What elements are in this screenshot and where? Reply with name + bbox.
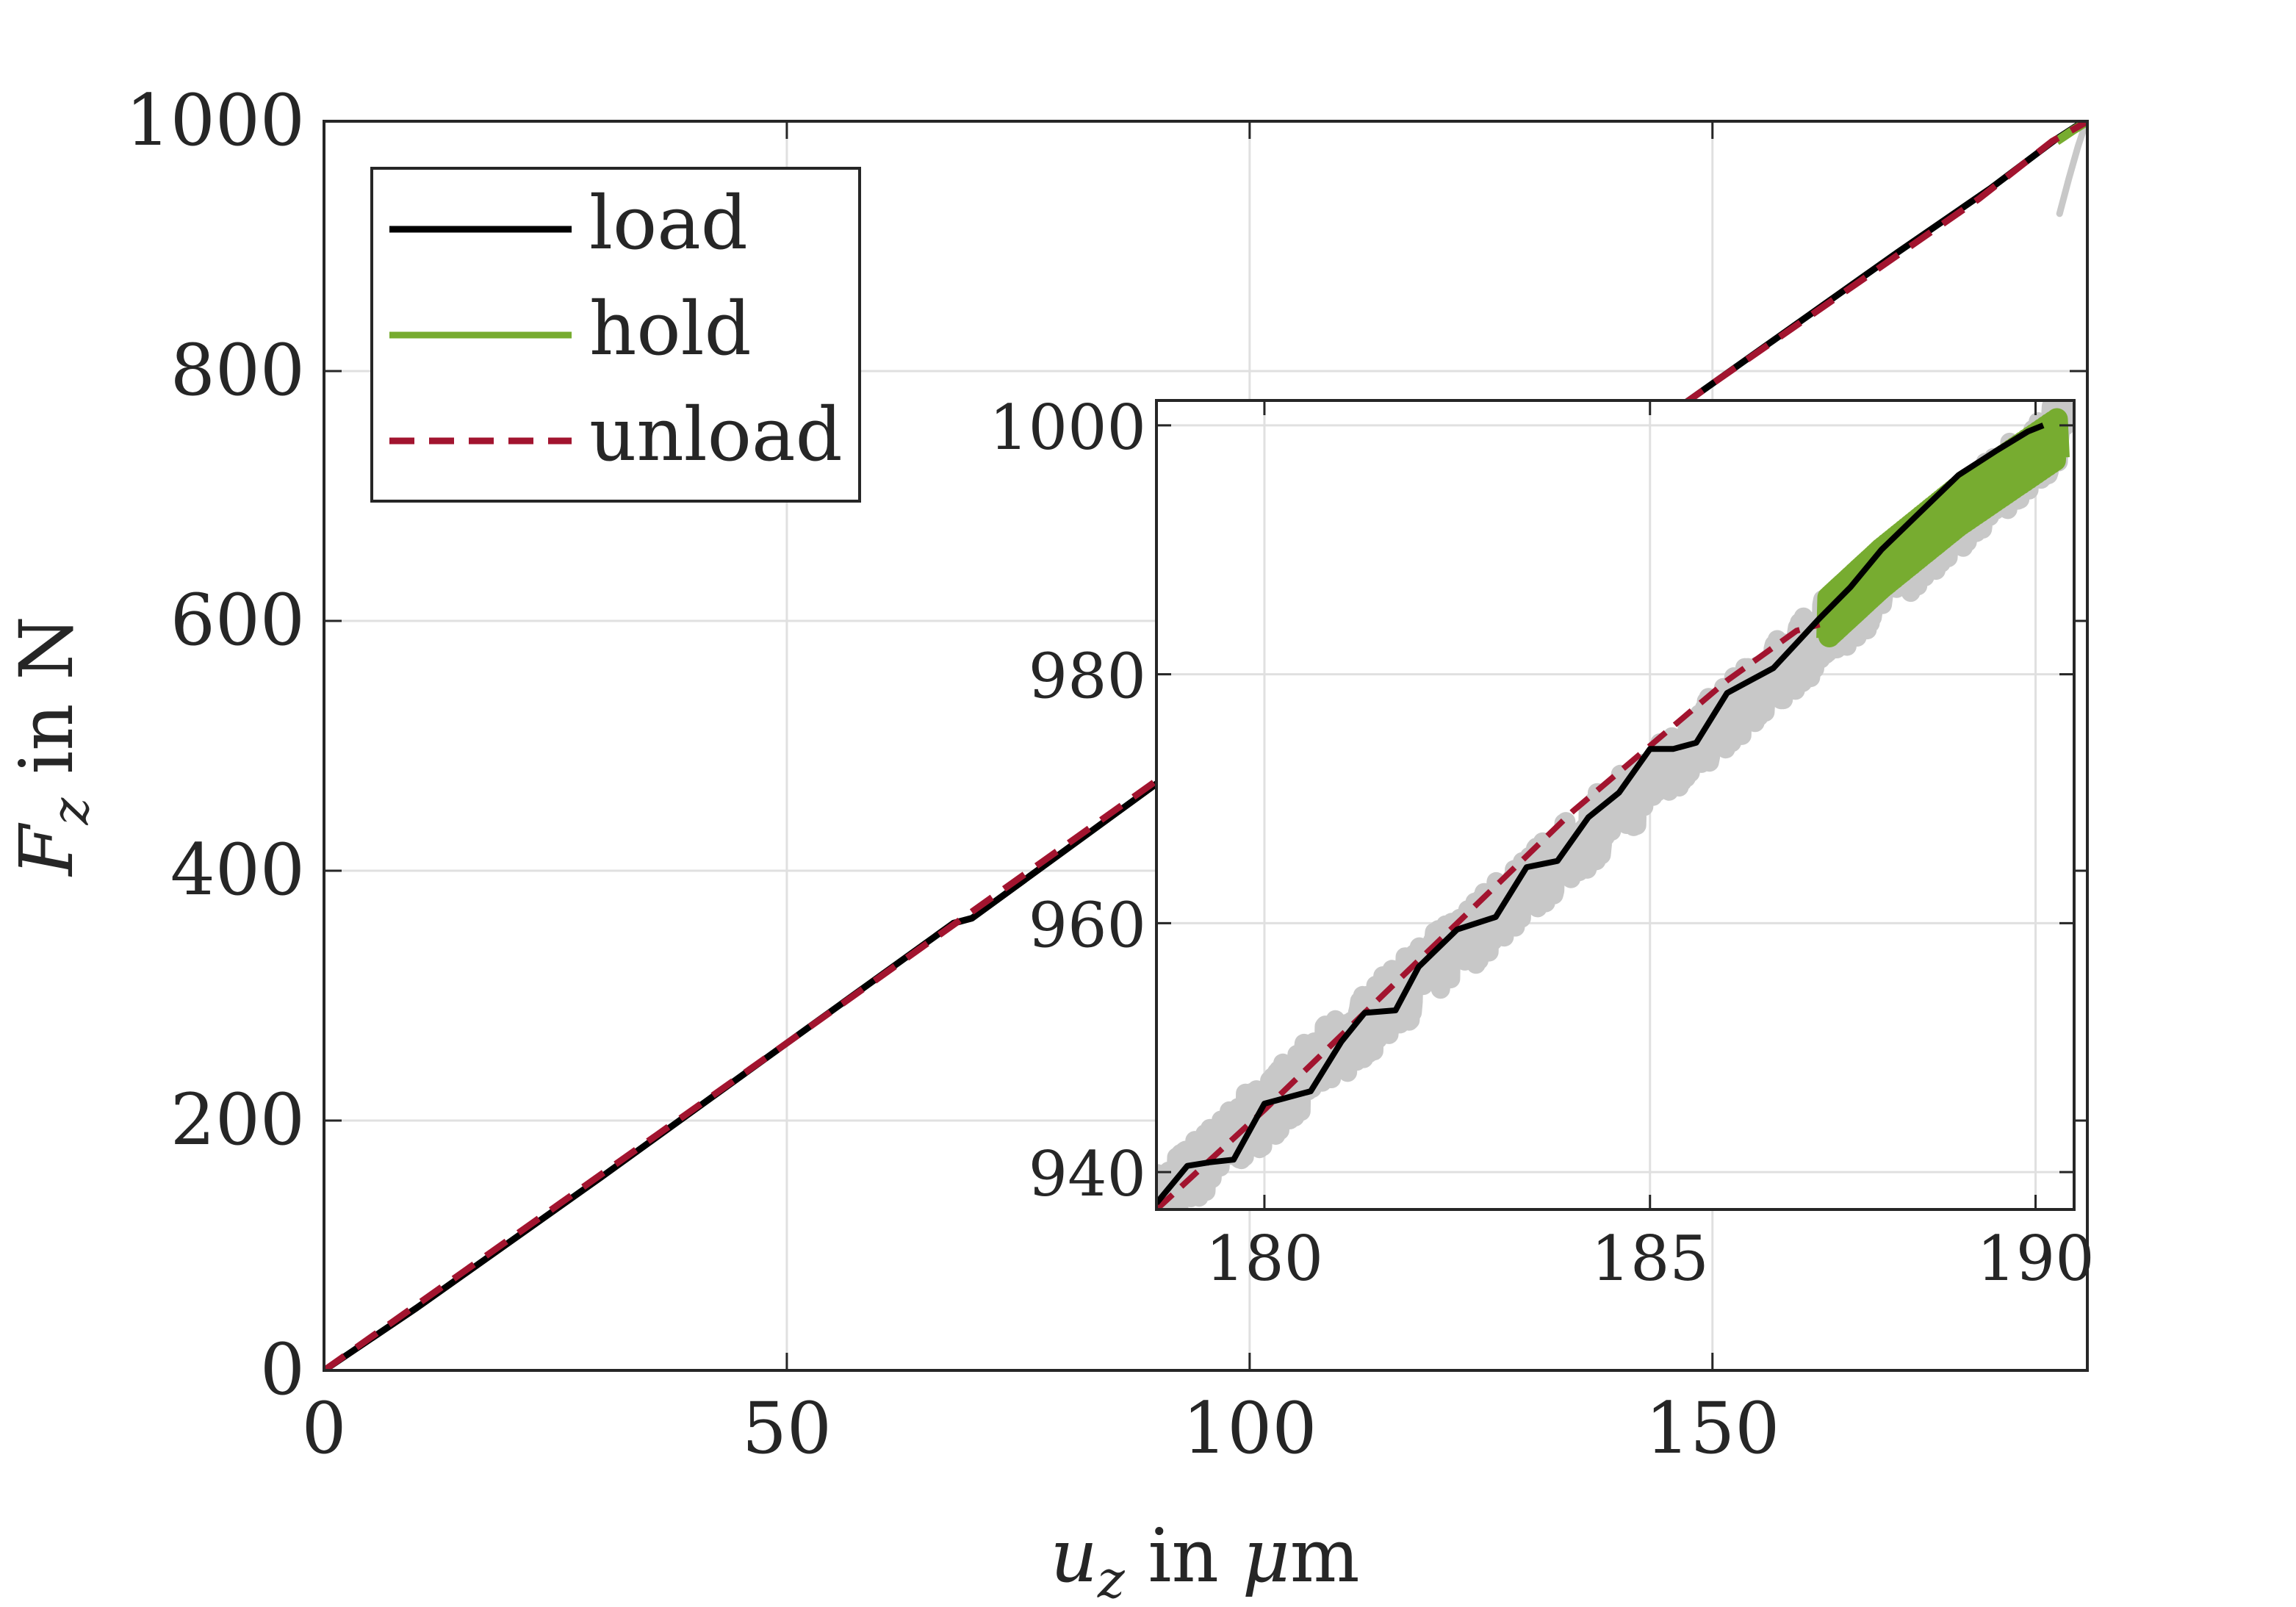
inset-x-tick-label: 190 xyxy=(1976,1223,2094,1295)
main-y-tick-label: 1000 xyxy=(126,79,305,162)
inset-x-tick-labels: 180 185 190 xyxy=(1206,1223,2095,1295)
x-axis-var: u xyxy=(1050,1513,1097,1599)
y-axis-var: F xyxy=(4,822,90,877)
inset-axes-box xyxy=(1155,399,2076,1211)
main-y-tick-label: 600 xyxy=(170,579,305,661)
main-axes-box xyxy=(323,120,2089,1372)
main-y-tick-label: 800 xyxy=(170,329,305,411)
legend-label-unload: unload xyxy=(589,392,843,478)
legend-label-load: load xyxy=(589,180,748,266)
x-axis-label: uz in μm xyxy=(1050,1513,1359,1607)
x-axis-sub: z xyxy=(1097,1550,1126,1607)
y-axis-rest: in N xyxy=(4,616,90,797)
main-x-tick-label: 150 xyxy=(1645,1387,1779,1470)
x-axis-mid: in xyxy=(1125,1513,1242,1599)
inset-x-tick-label: 185 xyxy=(1591,1223,1709,1295)
inset-grid xyxy=(1156,400,2074,1209)
legend-label-hold: hold xyxy=(589,286,752,372)
y-axis-sub: z xyxy=(40,797,101,825)
x-axis-unit: m xyxy=(1290,1513,1360,1599)
main-y-tick-label: 0 xyxy=(260,1329,305,1411)
main-series-unload xyxy=(324,121,2087,1370)
main-x-tick-label: 0 xyxy=(301,1387,346,1470)
inset-y-tick-labels: 940 960 980 1000 xyxy=(989,392,1146,1210)
main-x-tick-label: 100 xyxy=(1182,1387,1317,1470)
inset-series-unload xyxy=(1156,622,1821,1209)
main-ticks xyxy=(323,120,2087,1372)
inset-series xyxy=(1156,400,2074,1209)
inset-axes: 180 185 190 940 960 980 1000 xyxy=(989,392,2094,1295)
main-x-tick-label: 50 xyxy=(742,1387,832,1470)
main-y-tick-label: 400 xyxy=(170,829,305,911)
inset-ticks xyxy=(1156,400,2074,1209)
inset-y-tick-label: 1000 xyxy=(989,392,1146,464)
main-y-tick-labels: 0 200 400 600 800 1000 xyxy=(126,79,305,1411)
legend: load hold unload xyxy=(370,167,861,503)
x-axis-unit-greek: μ xyxy=(1242,1513,1290,1599)
y-axis-label: Fz in N xyxy=(4,616,101,877)
inset-y-tick-label: 980 xyxy=(1029,641,1146,713)
main-x-tick-labels: 0 50 100 150 xyxy=(301,1387,1779,1470)
main-series-raw xyxy=(2056,121,2087,217)
inset-x-tick-label: 180 xyxy=(1206,1223,1323,1295)
inset-y-tick-label: 940 xyxy=(1029,1138,1146,1210)
inset-series-load xyxy=(1156,423,2045,1206)
inset-y-tick-label: 960 xyxy=(1029,889,1146,961)
main-y-tick-label: 200 xyxy=(170,1079,305,1161)
